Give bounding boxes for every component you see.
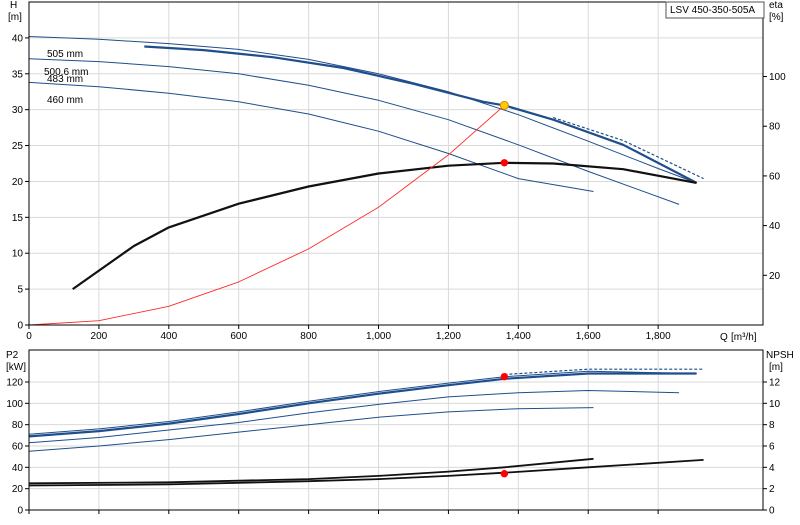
y-tick-label: 30 xyxy=(12,105,24,116)
power-axis-label: P2 xyxy=(6,350,19,361)
eta-axis-unit: [%] xyxy=(769,12,784,23)
npsh-axis-unit: [m] xyxy=(769,362,783,373)
y-tick-label: 60 xyxy=(12,442,24,453)
q-axis-label: Q xyxy=(720,332,728,343)
y-tick-label: 40 xyxy=(12,463,24,474)
head-axis-unit: [m] xyxy=(8,12,22,23)
y2-tick-label: 6 xyxy=(769,442,775,453)
power-chart-axes: 0 20 40 60 80 100 120 0 2 4 6 8 10 12 xyxy=(6,349,781,517)
curve-label-500-6: 500.6 mm xyxy=(44,67,88,78)
y-tick-label: 20 xyxy=(12,484,24,495)
y2-tick-label: 4 xyxy=(769,463,775,474)
y-tick-label: 10 xyxy=(12,249,24,260)
y-tick-label: 35 xyxy=(12,69,24,80)
y2-tick-label: 100 xyxy=(769,72,786,83)
head-chart-grid xyxy=(28,2,763,326)
pump-curve-line xyxy=(28,81,594,192)
y-tick-label: 80 xyxy=(12,420,24,431)
y-tick-label: 15 xyxy=(12,213,24,224)
curve-label-505: 505 mm xyxy=(47,49,83,60)
y-tick-label: 120 xyxy=(6,378,23,389)
x-tick-label: 1,400 xyxy=(506,331,531,342)
x-tick-label: 600 xyxy=(230,331,247,342)
max-curve-dashed-line xyxy=(553,117,704,180)
x-tick-label: 1,600 xyxy=(576,331,601,342)
system-curve-line xyxy=(28,105,505,326)
x-tick-label: 800 xyxy=(300,331,317,342)
efficiency-curve-line xyxy=(72,161,697,290)
head-chart-axes: 0 200 400 600 800 1,000 1,200 1,400 1,600 1,800 0 5… xyxy=(12,1,786,342)
y-tick-label: 100 xyxy=(6,399,23,410)
npsh-curve-line xyxy=(28,459,704,487)
model-title-box xyxy=(665,1,765,19)
pump-curve-line xyxy=(28,58,680,205)
y-tick-label: 25 xyxy=(12,141,24,152)
x-tick-label: 200 xyxy=(91,331,108,342)
y-tick-label: 0 xyxy=(17,321,23,332)
pump-curve-line xyxy=(28,36,697,184)
head-chart-series xyxy=(28,36,704,326)
pump-curve-line xyxy=(28,407,594,452)
x-tick-label: 1,800 xyxy=(646,331,671,342)
power-axis-unit: [kW] xyxy=(6,362,26,373)
duty-point-marker xyxy=(500,470,509,478)
curve-label-460: 460 mm xyxy=(47,95,83,106)
y2-tick-label: 80 xyxy=(769,122,781,133)
npsh-curve-line xyxy=(28,457,594,485)
pump-curve-line xyxy=(28,370,697,435)
max-curve-dashed-line xyxy=(504,368,704,376)
y-tick-label: 20 xyxy=(12,177,24,188)
power-chart-frame xyxy=(28,349,764,511)
q-axis-unit: [m³/h] xyxy=(731,332,757,343)
selected-curve-line xyxy=(144,45,698,184)
x-tick-label: 0 xyxy=(26,331,32,342)
y2-tick-label: 20 xyxy=(769,271,781,282)
selected-curve-line xyxy=(28,372,697,438)
y-tick-label: 40 xyxy=(12,33,24,44)
power-chart-series xyxy=(28,368,704,487)
model-title: LSV 450-350-505A xyxy=(670,5,755,16)
y2-tick-label: 60 xyxy=(769,171,781,182)
head-chart-frame xyxy=(28,1,764,326)
y2-tick-label: 40 xyxy=(769,221,781,232)
y2-tick-label: 12 xyxy=(769,378,781,389)
x-tick-label: 400 xyxy=(160,331,177,342)
y2-tick-label: 2 xyxy=(769,484,775,495)
y-tick-label: 0 xyxy=(17,506,23,517)
head-axis-label: H xyxy=(10,0,17,11)
pump-curve-line xyxy=(28,390,680,444)
x-tick-label: 1,000 xyxy=(366,331,391,342)
duty-point-marker xyxy=(500,372,509,381)
eta-axis-label: eta xyxy=(769,0,783,11)
operating-point-marker xyxy=(499,100,509,110)
y-tick-label: 5 xyxy=(17,285,23,296)
npsh-axis-label: NPSH xyxy=(766,350,794,361)
duty-point-marker xyxy=(500,159,509,167)
x-tick-label: 1,200 xyxy=(436,331,461,342)
curve-label-483: 483 mm xyxy=(47,74,83,85)
y2-tick-label: 0 xyxy=(769,506,775,517)
y2-tick-label: 10 xyxy=(769,399,781,410)
y2-tick-label: 8 xyxy=(769,420,775,431)
